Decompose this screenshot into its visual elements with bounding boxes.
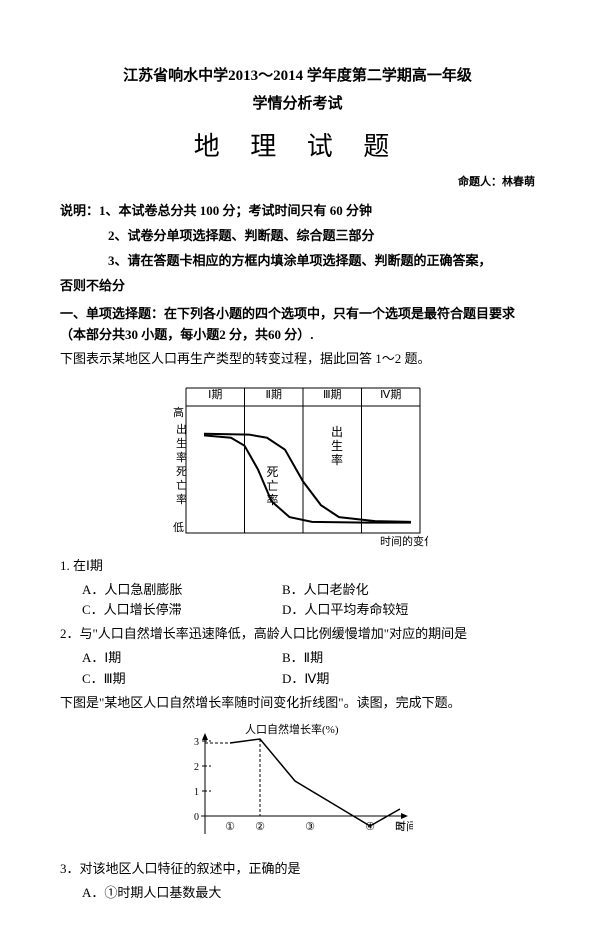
title-line: 江苏省响水中学2013～2014 学年度第二学期高一年级 [60, 64, 535, 88]
q3-options: A．①时期人口基数最大 [60, 883, 535, 904]
q2-options: A．Ⅰ期 B．Ⅱ期 C．Ⅲ期 D．Ⅳ期 [60, 648, 535, 690]
instr-3-cont: 否则不给分 [60, 276, 535, 297]
svg-text:1: 1 [194, 787, 199, 798]
big-title: 地 理 试 题 [60, 126, 535, 168]
svg-text:亡: 亡 [266, 479, 278, 493]
chart1-svg: Ⅰ期Ⅱ期Ⅲ期Ⅳ期出生率死亡率高低出生率死亡率时间的变化 [168, 378, 428, 548]
svg-text:率: 率 [176, 450, 187, 464]
svg-text:生: 生 [176, 436, 187, 450]
svg-text:时间的变化: 时间的变化 [380, 534, 428, 548]
svg-text:率: 率 [331, 452, 343, 467]
q2-stem: 2．与"人口自然增长率迅速降低，高龄人口比例缓慢增加"对应的期间是 [60, 624, 535, 645]
q1-B: B．人口老龄化 [282, 580, 442, 601]
svg-text:③: ③ [305, 821, 315, 833]
svg-text:Ⅲ期: Ⅲ期 [322, 388, 341, 401]
svg-text:2: 2 [194, 762, 199, 773]
svg-text:Ⅰ期: Ⅰ期 [208, 388, 222, 401]
instr-3: 3、请在答题卡相应的方框内填涂单项选择题、判断题的正确答案， [60, 251, 535, 272]
instr-2: 2、试卷分单项选择题、判断题、综合题三部分 [60, 226, 535, 247]
q3-leadin: 下图是"某地区人口自然增长率随时间变化折线图"。读图，完成下题。 [60, 693, 535, 714]
chart-2: 人口自然增长率(%)3210①②③④⑤时间 [60, 721, 535, 851]
svg-text:出: 出 [176, 422, 187, 436]
svg-text:率: 率 [266, 492, 278, 507]
intro-label: 说明： [60, 203, 99, 218]
q3-A: A．①时期人口基数最大 [82, 883, 242, 904]
q1-options: A．人口急剧膨胀 B．人口老龄化 C．人口增长停滞 D．人口平均寿命较短 [60, 580, 535, 622]
svg-text:高: 高 [173, 405, 184, 419]
svg-text:④: ④ [365, 821, 375, 833]
svg-text:低: 低 [173, 521, 184, 534]
q2-D: D．Ⅳ期 [282, 669, 442, 690]
svg-text:时间: 时间 [395, 820, 413, 833]
svg-text:Ⅱ期: Ⅱ期 [265, 388, 281, 401]
chart2-svg: 人口自然增长率(%)3210①②③④⑤时间 [183, 721, 413, 851]
svg-text:0: 0 [194, 812, 199, 823]
svg-text:出: 出 [331, 425, 343, 439]
q3-stem: 3．对该地区人口特征的叙述中，正确的是 [60, 859, 535, 880]
instr-1: 1、本试卷总分共 100 分；考试时间只有 60 分钟 [99, 203, 372, 218]
svg-text:生: 生 [331, 439, 343, 453]
svg-text:死: 死 [176, 466, 187, 478]
svg-text:Ⅳ期: Ⅳ期 [380, 388, 401, 401]
q2-C: C．Ⅲ期 [82, 669, 242, 690]
q1-A: A．人口急剧膨胀 [82, 580, 242, 601]
section-heading: 一、单项选择题：在下列各小题的四个选项中，只有一个选项是最符合题目要求（本部分共… [60, 304, 535, 346]
svg-text:②: ② [255, 821, 265, 833]
chart-1: Ⅰ期Ⅱ期Ⅲ期Ⅳ期出生率死亡率高低出生率死亡率时间的变化 [60, 378, 535, 548]
svg-text:3: 3 [194, 737, 199, 748]
leadin-1: 下图表示某地区人口再生产类型的转变过程，据此回答 1～2 题。 [60, 349, 535, 370]
q1-D: D．人口平均寿命较短 [282, 600, 442, 621]
svg-text:率: 率 [176, 492, 187, 506]
subtitle: 学情分析考试 [60, 92, 535, 116]
q1-stem: 1. 在Ⅰ期 [60, 556, 535, 577]
svg-text:亡: 亡 [176, 478, 187, 492]
q1-C: C．人口增长停滞 [82, 600, 242, 621]
svg-text:①: ① [225, 821, 235, 833]
author: 命题人：林春萌 [60, 174, 535, 192]
q2-A: A．Ⅰ期 [82, 648, 242, 669]
instructions: 说明：1、本试卷总分共 100 分；考试时间只有 60 分钟 2、试卷分单项选择… [60, 201, 535, 296]
q2-B: B．Ⅱ期 [282, 648, 442, 669]
svg-text:死: 死 [266, 465, 278, 479]
svg-text:人口自然增长率(%): 人口自然增长率(%) [245, 722, 339, 736]
